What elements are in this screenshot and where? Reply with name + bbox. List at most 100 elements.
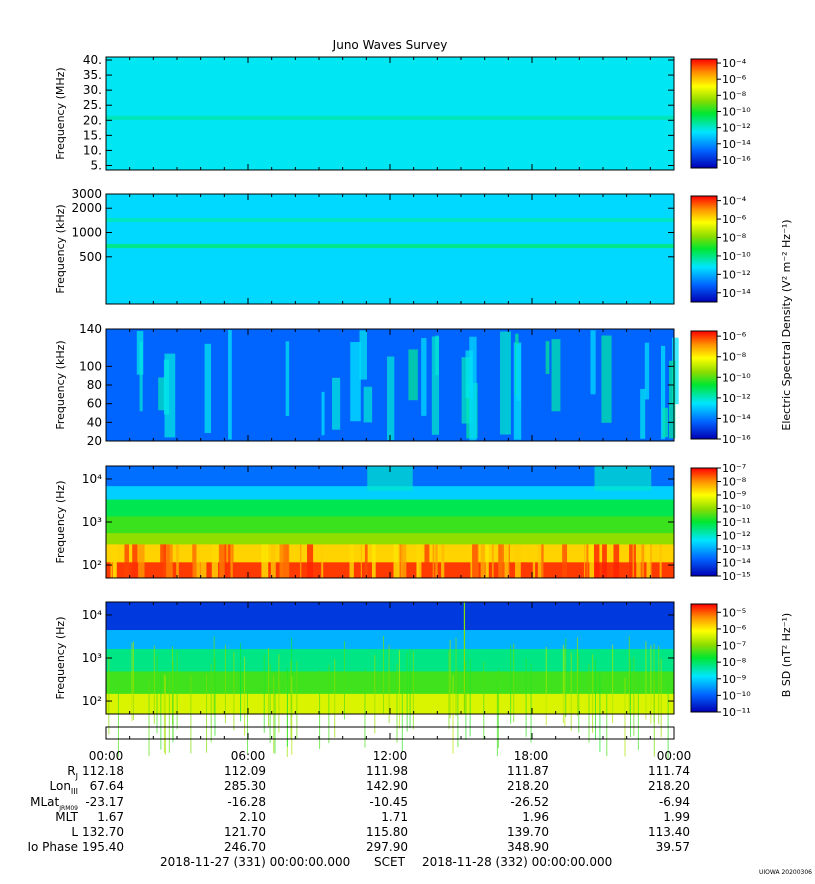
ephemeris-value: 1.96 (522, 810, 549, 824)
colorbar-tick-label: 10⁻¹⁰ (722, 689, 751, 702)
spectrogram-panel-3: 20 40 60 80 100 140 Frequency (kHz) 10⁻⁶ 10⁻⁸ 10⁻… (54, 322, 751, 448)
footer-end-time: 2018-11-28 (332) 00:00:00.000 (422, 855, 612, 869)
colorbar-tick-label: 10⁻¹² (722, 392, 751, 405)
colorbar-tick-label: 10⁻¹⁰ (722, 371, 751, 384)
ephemeris-value: 142.90 (366, 779, 408, 793)
colorbar-tick-label: 10⁻¹² (722, 530, 751, 543)
colorbar-tick-label: 10⁻¹⁴ (722, 138, 751, 151)
ephemeris-value: 112.09 (224, 764, 266, 778)
y-tick-label: 15. (83, 128, 102, 142)
y-tick-label: 500 (79, 250, 102, 264)
ephemeris-value: 285.30 (224, 779, 266, 793)
y-axis-label: Frequency (Hz) (54, 617, 67, 700)
y-tick-label: 10² (82, 694, 102, 708)
y-tick-label: 20 (87, 434, 102, 448)
ephemeris-value: -16.28 (227, 795, 266, 809)
time-tick-label: 12:00 (373, 749, 408, 763)
colorbar-tick-label: 10⁻¹⁰ (722, 503, 751, 516)
ephemeris-value: 39.57 (656, 840, 690, 854)
row-label-l: L (71, 825, 78, 839)
spectrogram-panel-4: 10² 10³ 10⁴ Frequency (Hz) 10⁻⁷10⁻⁸10⁻⁹10⁻¹⁰… (54, 462, 751, 583)
colorbar-tick-label: 10⁻⁶ (722, 73, 747, 86)
magnetic-colorbar-label: B SD (nT² Hz⁻¹) (780, 613, 793, 697)
ephemeris-value: 111.98 (366, 764, 408, 778)
ephemeris-value: 348.90 (507, 840, 549, 854)
colorbar-tick-label: 10⁻⁴ (722, 57, 747, 70)
colorbar (690, 603, 718, 713)
colorbar-tick-label: 10⁻¹⁴ (722, 557, 751, 570)
y-tick-label: 10. (83, 143, 102, 157)
colorbar-tick-label: 10⁻⁸ (722, 656, 747, 669)
y-tick-label: 10³ (82, 651, 102, 665)
ephemeris-table: 00:00 06:00 12:00 18:00 00:00 RJLonIIIMLatJRM… (27, 749, 691, 854)
time-tick-label: 00:00 (657, 749, 692, 763)
y-tick-label: 5. (91, 158, 102, 172)
ephemeris-value: 111.87 (507, 764, 549, 778)
colorbar-tick-label: 10⁻¹² (722, 122, 751, 135)
y-tick-label: 40 (87, 415, 102, 429)
spectrogram-panel-5: 10² 10³ 10⁴ Frequency (Hz) 10⁻⁵ 10⁻⁶ 10⁻⁷ 10⁻⁸ 1… (54, 601, 751, 759)
ephemeris-value: 1.99 (663, 810, 690, 824)
colorbar-tick-label: 10⁻¹² (722, 268, 751, 281)
ephemeris-value: 139.70 (507, 825, 549, 839)
chart-title: Juno Waves Survey (332, 38, 448, 52)
ephemeris-value: 195.40 (82, 840, 124, 854)
y-tick-label: 10² (82, 558, 102, 572)
row-label-rj: RJ (67, 764, 78, 781)
colorbar-tick-label: 10⁻¹³ (722, 543, 751, 556)
time-tick-label: 18:00 (514, 749, 549, 763)
ephemeris-value: 218.20 (507, 779, 549, 793)
colorbar-tick-label: 10⁻¹⁴ (722, 412, 751, 425)
ephemeris-value: 2.10 (239, 810, 266, 824)
colorbar-tick-label: 10⁻⁵ (722, 606, 746, 619)
colorbar-tick-label: 10⁻⁶ (722, 213, 747, 226)
y-axis-label: Frequency (kHz) (54, 204, 67, 293)
y-axis-label: Frequency (kHz) (54, 340, 67, 429)
colorbar-tick-label: 10⁻¹¹ (722, 516, 751, 529)
colorbar-tick-label: 10⁻⁶ (722, 623, 747, 636)
row-label-lon: LonIII (50, 779, 79, 796)
colorbar-tick-label: 10⁻¹¹ (722, 706, 751, 719)
row-label-io-phase: Io Phase (27, 840, 78, 854)
y-tick-label: 1000 (71, 226, 102, 240)
y-tick-label: 140 (79, 322, 102, 336)
spectrogram-image (106, 57, 674, 170)
spectrogram-panel-1: 5.10.15.20.25.30.35.40. Frequency (MHz) 10… (54, 53, 751, 172)
colorbar-tick-label: 10⁻⁹ (722, 673, 746, 686)
colorbar-tick-label: 10⁻¹⁵ (722, 570, 751, 583)
colorbar-tick-label: 10⁻⁶ (722, 330, 747, 343)
colorbar-tick-label: 10⁻¹⁶ (722, 433, 751, 446)
spectrogram-image (106, 329, 679, 441)
version-stamp: UIOWA 20200306 (759, 869, 812, 876)
colorbar-tick-label: 10⁻⁸ (722, 476, 747, 489)
electric-colorbar-label: Electric Spectral Density (V² m⁻² Hz⁻¹) (780, 219, 793, 430)
ephemeris-value: 115.80 (366, 825, 408, 839)
ephemeris-value: 246.70 (224, 840, 266, 854)
spectrogram-panels: 5.10.15.20.25.30.35.40. Frequency (MHz) 10… (54, 53, 751, 759)
y-tick-label: 80 (87, 378, 102, 392)
colorbar-tick-label: 10⁻⁷ (722, 640, 746, 653)
ephemeris-value: 1.71 (381, 810, 408, 824)
ephemeris-value: 121.70 (224, 825, 266, 839)
row-label-mlt: MLT (55, 810, 78, 824)
ephemeris-value: -23.17 (85, 795, 124, 809)
ephemeris-value: 112.18 (82, 764, 124, 778)
y-tick-label: 20. (83, 113, 102, 127)
ephemeris-value: 297.90 (366, 840, 408, 854)
y-axis-label: Frequency (MHz) (54, 67, 67, 159)
colorbar-tick-label: 10⁻¹⁴ (722, 287, 751, 300)
ephemeris-value: -6.94 (659, 795, 690, 809)
time-tick-label: 00:00 (89, 749, 124, 763)
colorbar-tick-label: 10⁻⁸ (722, 231, 747, 244)
time-tick-label: 06:00 (231, 749, 266, 763)
ephemeris-value: 132.70 (82, 825, 124, 839)
spectrogram-image (106, 194, 674, 304)
colorbar-tick-label: 10⁻⁴ (722, 195, 747, 208)
y-tick-label: 10⁴ (82, 472, 102, 486)
y-tick-label: 3000 (71, 187, 102, 201)
colorbar-tick-label: 10⁻⁹ (722, 489, 746, 502)
y-tick-label: 30. (83, 83, 102, 97)
ephemeris-value: 113.40 (648, 825, 690, 839)
